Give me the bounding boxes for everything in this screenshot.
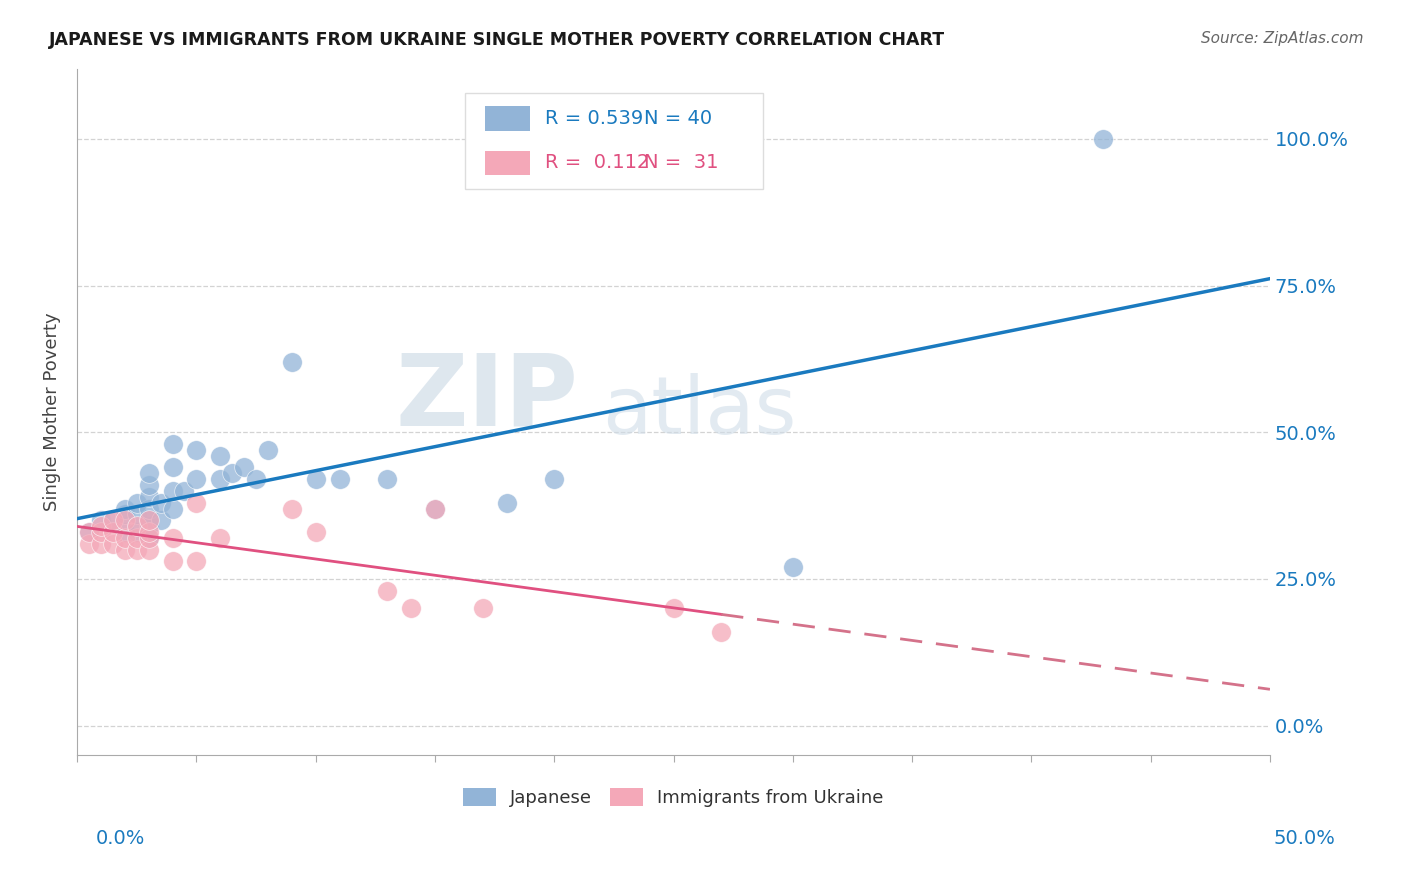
Point — [173, 483, 195, 498]
Point — [114, 542, 136, 557]
Point — [90, 537, 112, 551]
Point — [149, 513, 172, 527]
Point — [138, 524, 160, 539]
Point — [1091, 132, 1114, 146]
Point — [138, 519, 160, 533]
Point — [543, 472, 565, 486]
Point — [186, 496, 208, 510]
Text: atlas: atlas — [602, 373, 796, 450]
Point — [423, 501, 446, 516]
Point — [305, 472, 328, 486]
Text: 0.0%: 0.0% — [96, 829, 145, 848]
Point — [149, 496, 172, 510]
Point — [209, 449, 232, 463]
Point — [162, 531, 184, 545]
Point — [125, 519, 148, 533]
Point — [375, 472, 398, 486]
Point — [101, 513, 124, 527]
Point — [114, 513, 136, 527]
Point — [90, 524, 112, 539]
Point — [125, 496, 148, 510]
Point — [101, 537, 124, 551]
FancyBboxPatch shape — [485, 106, 530, 130]
Point — [495, 496, 517, 510]
FancyBboxPatch shape — [485, 151, 530, 175]
Point — [281, 355, 304, 369]
Text: JAPANESE VS IMMIGRANTS FROM UKRAINE SINGLE MOTHER POVERTY CORRELATION CHART: JAPANESE VS IMMIGRANTS FROM UKRAINE SING… — [49, 31, 945, 49]
Point — [114, 501, 136, 516]
Text: R = 0.539: R = 0.539 — [544, 109, 643, 128]
Text: Source: ZipAtlas.com: Source: ZipAtlas.com — [1201, 31, 1364, 46]
Point — [162, 437, 184, 451]
Point — [423, 501, 446, 516]
Point — [245, 472, 267, 486]
Y-axis label: Single Mother Poverty: Single Mother Poverty — [44, 312, 60, 511]
Point — [125, 524, 148, 539]
Point — [662, 601, 685, 615]
Point — [77, 537, 100, 551]
Point — [233, 460, 256, 475]
Point — [138, 513, 160, 527]
FancyBboxPatch shape — [465, 93, 763, 188]
Point — [186, 442, 208, 457]
Point — [114, 524, 136, 539]
Point — [138, 478, 160, 492]
Point — [77, 524, 100, 539]
Point — [138, 501, 160, 516]
Point — [138, 467, 160, 481]
Point — [162, 501, 184, 516]
Point — [114, 508, 136, 522]
Point — [328, 472, 350, 486]
Point — [138, 531, 160, 545]
Point — [186, 472, 208, 486]
Point — [209, 531, 232, 545]
Point — [221, 467, 243, 481]
Point — [125, 531, 148, 545]
Point — [281, 501, 304, 516]
Point — [162, 483, 184, 498]
Point — [162, 460, 184, 475]
Point — [101, 524, 124, 539]
Point — [399, 601, 422, 615]
Point — [710, 624, 733, 639]
Point — [125, 542, 148, 557]
Text: R =  0.112: R = 0.112 — [544, 153, 650, 172]
Point — [138, 490, 160, 504]
Legend: Japanese, Immigrants from Ukraine: Japanese, Immigrants from Ukraine — [456, 780, 891, 814]
Point — [138, 513, 160, 527]
Point — [77, 524, 100, 539]
Text: N =  31: N = 31 — [644, 153, 718, 172]
Point — [257, 442, 280, 457]
Point — [125, 508, 148, 522]
Point — [90, 513, 112, 527]
Point — [114, 531, 136, 545]
Point — [305, 524, 328, 539]
Point — [186, 554, 208, 568]
Text: ZIP: ZIP — [395, 350, 578, 447]
Point — [138, 531, 160, 545]
Point — [782, 560, 804, 574]
Point — [471, 601, 494, 615]
Point — [209, 472, 232, 486]
Point — [375, 583, 398, 598]
Text: N = 40: N = 40 — [644, 109, 711, 128]
Text: 50.0%: 50.0% — [1274, 829, 1336, 848]
Point — [162, 554, 184, 568]
Point — [101, 513, 124, 527]
Point — [138, 542, 160, 557]
Point — [90, 519, 112, 533]
